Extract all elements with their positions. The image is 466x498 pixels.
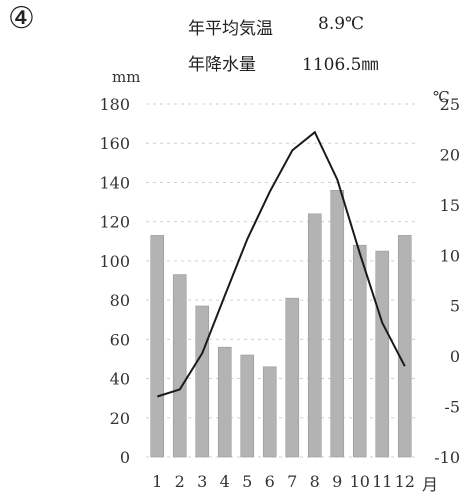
precipitation-bar bbox=[352, 244, 367, 458]
month-tick-label: 2 bbox=[175, 472, 185, 491]
temperature-tick-label: 10 bbox=[440, 246, 460, 265]
month-tick-label: 7 bbox=[287, 472, 297, 491]
precipitation-tick-label: 160 bbox=[99, 134, 130, 153]
temperature-tick-label: 25 bbox=[440, 95, 460, 114]
panel-label: ④ bbox=[8, 1, 35, 36]
precipitation-bar bbox=[172, 274, 187, 458]
precipitation-tick-label: 40 bbox=[110, 370, 130, 389]
precipitation-bar bbox=[285, 297, 300, 458]
precipitation-bar bbox=[375, 250, 390, 458]
precipitation-tick-label: 120 bbox=[99, 213, 130, 232]
temperature-tick-label: 20 bbox=[440, 145, 460, 164]
precipitation-tick-label: 20 bbox=[110, 409, 130, 428]
annual-temp-label: 年平均気温 bbox=[188, 19, 273, 39]
temperature-tick-label: 5 bbox=[450, 297, 460, 316]
month-tick-label: 5 bbox=[242, 472, 252, 491]
precipitation-bar bbox=[330, 189, 345, 458]
temperature-line bbox=[156, 130, 406, 398]
precipitation-unit-label: mm bbox=[112, 68, 140, 86]
precipitation-bars bbox=[150, 189, 412, 458]
annual-precip-value: 1106.5㎜ bbox=[302, 55, 379, 75]
precipitation-bar bbox=[307, 213, 322, 458]
precipitation-bar bbox=[217, 346, 232, 458]
precipitation-bar bbox=[397, 235, 412, 458]
precipitation-axis: 0 20 40 60 80 100 120 140 160 180 bbox=[99, 95, 130, 467]
month-tick-label: 3 bbox=[197, 472, 207, 491]
temperature-tick-label: 0 bbox=[450, 347, 460, 366]
precipitation-tick-label: 180 bbox=[99, 95, 130, 114]
precipitation-tick-label: 100 bbox=[99, 252, 130, 271]
month-tick-label: 9 bbox=[332, 472, 342, 491]
month-tick-label: 6 bbox=[265, 472, 275, 491]
temperature-tick-label: -5 bbox=[444, 398, 460, 417]
temperature-tick-label: 15 bbox=[440, 196, 460, 215]
precipitation-tick-label: 140 bbox=[99, 173, 130, 192]
month-tick-label: 11 bbox=[372, 472, 392, 491]
month-tick-label: 10 bbox=[350, 472, 370, 491]
precipitation-tick-label: 60 bbox=[110, 330, 130, 349]
month-unit-label: 月 bbox=[422, 475, 438, 494]
temperature-unit-label: ℃ bbox=[433, 88, 450, 106]
annual-precip-label: 年降水量 bbox=[188, 55, 256, 75]
month-axis: 1 2 3 4 5 6 7 8 9 10 11 12 bbox=[152, 472, 415, 491]
precipitation-bar bbox=[195, 305, 210, 458]
precipitation-bar bbox=[150, 235, 165, 458]
grid-layer bbox=[146, 103, 416, 458]
precipitation-tick-label: 80 bbox=[110, 291, 130, 310]
month-tick-label: 12 bbox=[395, 472, 415, 491]
precipitation-bar bbox=[240, 354, 255, 458]
temperature-tick-label: -10 bbox=[434, 448, 460, 467]
month-tick-label: 1 bbox=[152, 472, 162, 491]
temperature-axis: -10 -5 0 5 10 15 20 25 bbox=[434, 95, 460, 467]
precipitation-bar bbox=[262, 366, 277, 458]
month-tick-label: 8 bbox=[310, 472, 320, 491]
month-tick-label: 4 bbox=[220, 472, 230, 491]
annual-temp-value: 8.9℃ bbox=[318, 14, 365, 34]
precipitation-tick-label: 0 bbox=[120, 448, 130, 467]
